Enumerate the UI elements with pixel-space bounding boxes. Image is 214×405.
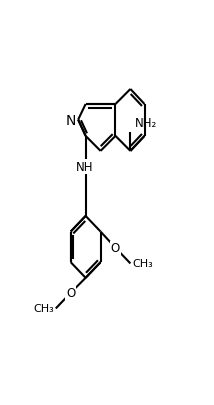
Text: N: N xyxy=(65,113,76,127)
Text: CH₃: CH₃ xyxy=(33,304,54,313)
Text: O: O xyxy=(111,242,120,255)
Text: NH: NH xyxy=(76,161,94,174)
Text: NH₂: NH₂ xyxy=(135,117,157,130)
Text: CH₃: CH₃ xyxy=(132,259,153,269)
Text: O: O xyxy=(66,287,75,300)
